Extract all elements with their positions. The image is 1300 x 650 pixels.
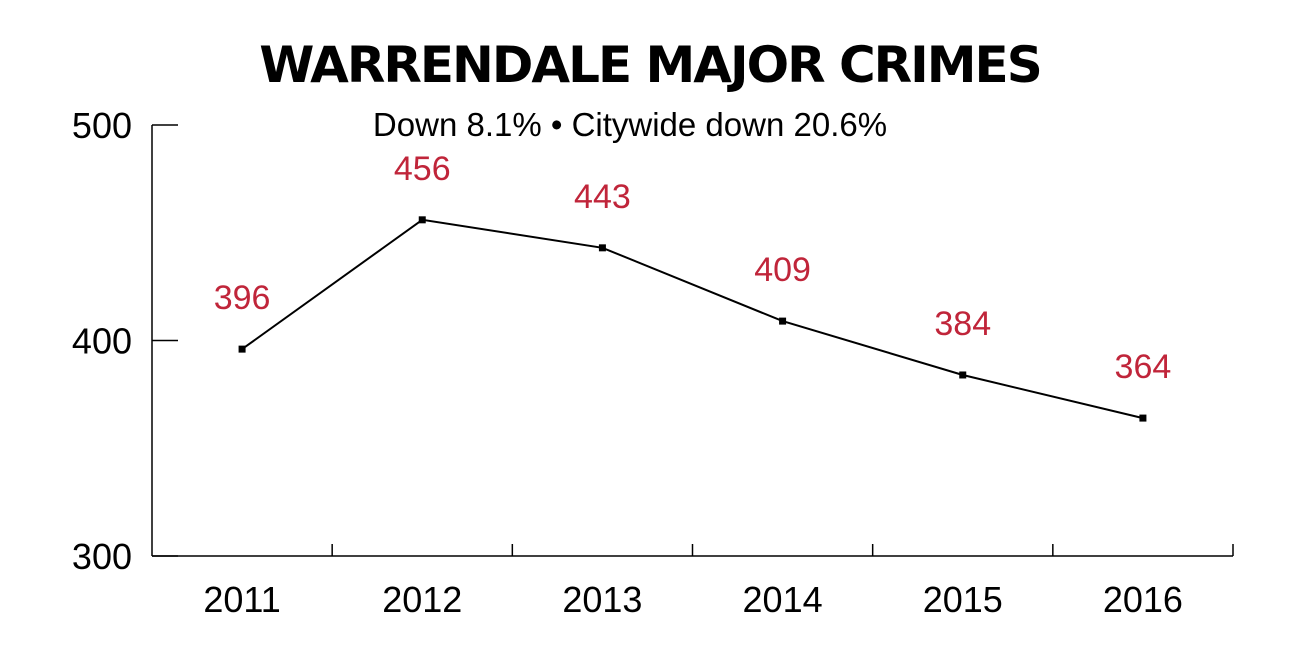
axes [151,125,1233,557]
series-line [241,218,1144,420]
series-group [238,216,1147,422]
data-label: 384 [934,305,991,343]
data-label: 456 [394,150,451,188]
x-tick-label: 2014 [743,579,823,620]
data-point [959,371,967,379]
chart-title: WARRENDALE MAJOR CRIMES [259,36,1040,94]
data-point [238,345,246,353]
y-tick-label: 300 [72,536,132,577]
data-label: 364 [1115,348,1172,386]
data-label: 443 [574,178,631,216]
x-tick-label: 2016 [1103,579,1183,620]
data-label: 396 [214,279,271,317]
y-tick-label: 500 [72,105,132,146]
data-point [598,244,606,252]
x-tick-label: 2011 [203,579,280,620]
data-label: 409 [754,251,811,289]
axis-ticks: 300 400 500 2011 2012 2013 2014 2015 2016 [72,105,1234,620]
y-tick-label: 400 [72,321,132,362]
chart-subtitle: Down 8.1% • Citywide down 20.6% [373,106,887,143]
data-point [1139,414,1147,422]
x-tick-label: 2013 [562,579,642,620]
data-labels: 396 456 443 409 384 364 [214,150,1172,386]
data-point [418,216,426,224]
data-point [779,317,787,325]
x-tick-label: 2015 [923,579,1003,620]
x-tick-label: 2012 [382,579,462,620]
